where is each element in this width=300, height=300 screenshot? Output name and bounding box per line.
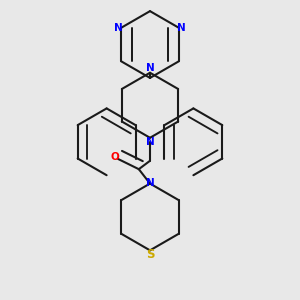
- Text: N: N: [146, 178, 154, 188]
- Text: N: N: [146, 137, 154, 147]
- Text: N: N: [114, 23, 123, 33]
- Text: O: O: [110, 152, 119, 162]
- Text: S: S: [146, 248, 154, 261]
- Text: N: N: [146, 63, 154, 73]
- Text: N: N: [177, 23, 186, 33]
